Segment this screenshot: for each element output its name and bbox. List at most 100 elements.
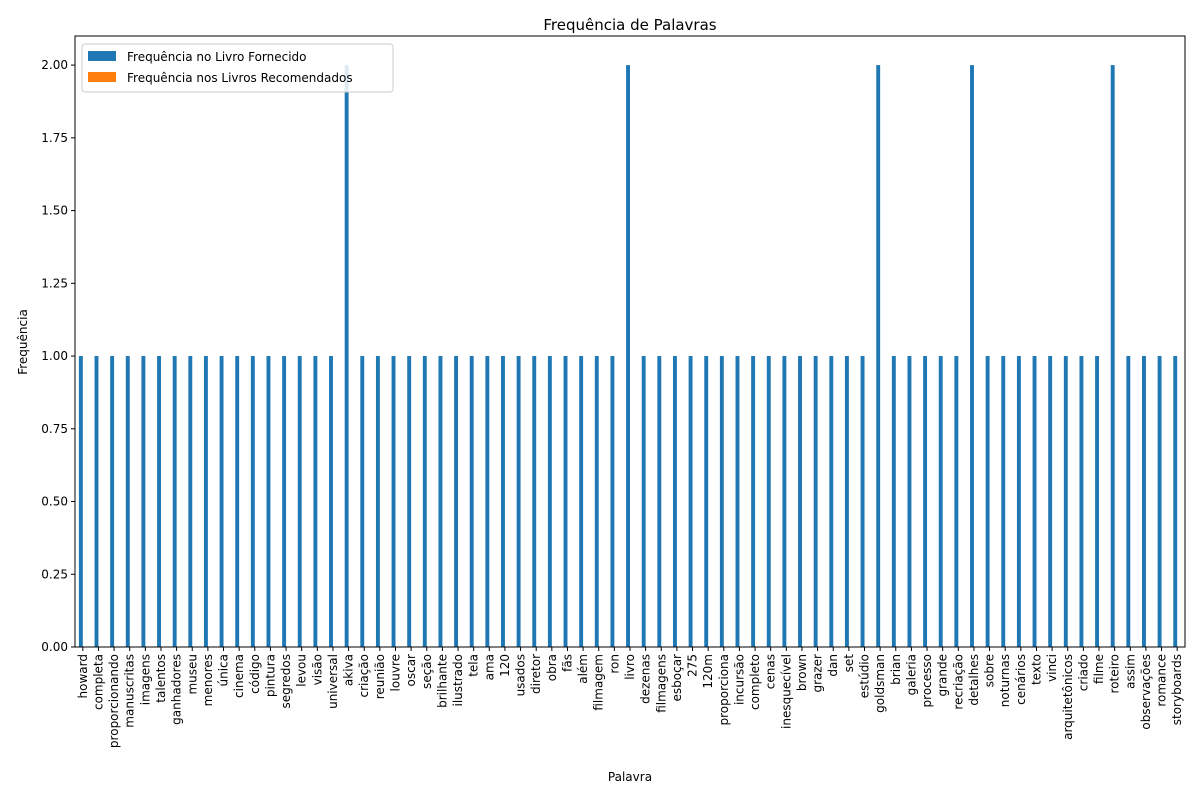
bar-livro-fornecido-14 — [297, 356, 302, 647]
bar-livro-fornecido-60 — [1016, 356, 1021, 647]
bar-livro-fornecido-35 — [626, 65, 630, 648]
x-tick-label: tela — [467, 654, 481, 677]
x-axis: howard completa proporcionando manuscritas i… — [76, 647, 1184, 748]
x-tick-label: grazer — [811, 654, 825, 693]
bar-livro-fornecido-1 — [94, 356, 99, 647]
bar-livro-fornecido-66 — [1110, 65, 1115, 648]
x-tick-label: talentos — [154, 654, 168, 703]
x-tick-label: visão — [310, 654, 324, 685]
y-tick-label: 0.75 — [41, 422, 68, 436]
bar-livro-fornecido-38 — [672, 356, 677, 647]
x-tick-label: roteiro — [1108, 654, 1122, 693]
bar-livro-fornecido-23 — [438, 356, 443, 647]
bar-livro-fornecido-46 — [798, 356, 802, 647]
bar-livro-fornecido-48 — [829, 356, 834, 647]
x-tick-label: cenas — [764, 654, 778, 689]
y-tick-label: 0.25 — [41, 567, 68, 581]
x-tick-label: cinema — [232, 654, 246, 698]
bar-livro-fornecido-37 — [657, 356, 662, 647]
legend: Frequência no Livro Fornecido Frequência … — [81, 43, 394, 93]
x-tick-label: brown — [795, 654, 809, 691]
x-tick-label: galeria — [904, 654, 918, 695]
y-tick-label: 1.50 — [41, 204, 68, 218]
bar-livro-fornecido-63 — [1063, 356, 1068, 647]
bar-livro-fornecido-27 — [501, 356, 505, 647]
bar-livro-fornecido-50 — [860, 356, 865, 647]
bar-livro-fornecido-22 — [422, 356, 427, 647]
bar-livro-fornecido-18 — [360, 356, 365, 647]
bar-livro-fornecido-2 — [110, 356, 115, 647]
y-axis-title: Frequência — [16, 309, 30, 375]
x-tick-label: noturnas — [998, 654, 1012, 707]
bar-livro-fornecido-0 — [78, 356, 83, 647]
legend-label: Frequência no Livro Fornecido — [127, 50, 307, 64]
y-tick-label: 0.50 — [41, 495, 68, 509]
x-tick-label: 120m — [701, 654, 715, 689]
legend-label: Frequência nos Livros Recomendados — [127, 71, 353, 85]
bar-livro-fornecido-7 — [188, 356, 193, 647]
x-tick-label: filme — [1092, 654, 1106, 684]
bar-livro-fornecido-62 — [1048, 356, 1053, 647]
bar-livro-fornecido-17 — [344, 65, 349, 648]
x-tick-label: akiva — [342, 654, 356, 686]
x-tick-label: museu — [185, 654, 199, 695]
x-tick-label: arquitetônicos — [1061, 654, 1075, 740]
bar-livro-fornecido-65 — [1095, 356, 1100, 647]
bar-livro-fornecido-33 — [594, 356, 599, 647]
x-tick-label: howard — [76, 654, 90, 698]
x-tick-label: ama — [482, 654, 496, 680]
bar-livro-fornecido-58 — [985, 356, 990, 647]
x-tick-label: ilustrado — [451, 654, 465, 706]
bar-livro-fornecido-59 — [1001, 356, 1006, 647]
bar-livro-fornecido-8 — [203, 356, 208, 647]
x-tick-label: filmagem — [592, 654, 606, 711]
bar-livro-fornecido-34 — [610, 356, 615, 647]
x-tick-label: cenários — [1014, 654, 1028, 705]
x-tick-label: proporcionando — [107, 654, 121, 748]
bar-livro-fornecido-49 — [844, 356, 849, 647]
bar-livro-fornecido-42 — [735, 356, 740, 647]
x-tick-label: ron — [607, 654, 621, 674]
x-tick-label: inesquecível — [779, 654, 793, 729]
x-tick-label: brilhante — [435, 654, 449, 708]
bar-livro-fornecido-15 — [313, 356, 318, 647]
bar-livro-fornecido-61 — [1032, 356, 1037, 647]
x-tick-label: set — [842, 654, 856, 673]
x-axis-title: Palavra — [608, 770, 652, 784]
x-tick-label: observações — [1139, 654, 1153, 730]
x-tick-label: obra — [545, 654, 559, 681]
x-tick-label: levou — [295, 654, 309, 687]
x-tick-label: além — [576, 654, 590, 684]
x-tick-label: universal — [326, 654, 340, 709]
bar-livro-fornecido-24 — [454, 356, 459, 647]
bar-livro-fornecido-40 — [704, 356, 709, 647]
x-tick-label: oscar — [404, 654, 418, 687]
x-tick-label: completa — [91, 654, 105, 710]
bar-livro-fornecido-36 — [641, 356, 646, 647]
bar-livro-fornecido-68 — [1142, 356, 1146, 647]
x-tick-label: louvre — [388, 654, 402, 691]
bar-livro-fornecido-64 — [1079, 356, 1084, 647]
bar-livro-fornecido-13 — [282, 356, 287, 647]
x-tick-label: grande — [936, 654, 950, 697]
bar-livro-fornecido-45 — [782, 356, 787, 647]
bar-livro-fornecido-5 — [157, 356, 161, 647]
x-tick-label: filmagens — [654, 654, 668, 713]
x-tick-label: menores — [201, 654, 215, 706]
x-tick-label: manuscritas — [123, 654, 137, 728]
bar-livro-fornecido-25 — [469, 356, 474, 647]
bar-livro-fornecido-43 — [751, 356, 756, 647]
x-tick-label: reunião — [373, 654, 387, 699]
bar-livro-fornecido-44 — [766, 356, 771, 647]
x-tick-label: imagens — [138, 654, 152, 705]
bar-livro-fornecido-4 — [141, 356, 146, 647]
x-tick-label: vinci — [1045, 654, 1059, 682]
x-tick-label: ganhadores — [170, 654, 184, 725]
x-tick-label: segredos — [279, 654, 293, 709]
x-tick-label: proporciona — [717, 654, 731, 726]
bar-livro-fornecido-69 — [1157, 356, 1162, 647]
bar-livro-fornecido-3 — [125, 356, 130, 647]
legend-swatch — [88, 72, 116, 82]
x-tick-label: pintura — [263, 654, 277, 697]
x-tick-label: sobre — [983, 654, 997, 687]
